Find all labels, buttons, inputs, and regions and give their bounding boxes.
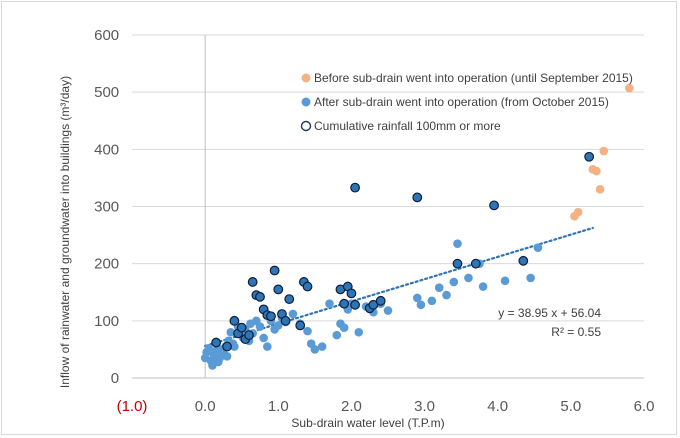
series-1-point-6: [599, 146, 609, 156]
series-3-point-35: [518, 255, 529, 266]
series-2-point-13: [222, 351, 232, 361]
trendline-r-squared: R² = 0.55: [551, 325, 601, 339]
series-3-point-26: [350, 299, 360, 310]
series-2-point-15: [226, 327, 236, 337]
series-2-point-55: [442, 290, 451, 300]
series-3-point-8: [247, 277, 258, 287]
legend: Before sub-drain went into operation (un…: [300, 71, 633, 133]
series-1-point-4: [592, 166, 601, 176]
y-axis-title: Inflow of rainwater and groundwater into…: [58, 76, 72, 388]
series-2-point-27: [259, 333, 268, 343]
trendline-equation: y = 38.95 x + 56.04: [498, 306, 601, 320]
series-1-point-5: [595, 185, 605, 194]
series-2-point-46: [354, 327, 364, 337]
series-2-point-34: [288, 309, 298, 319]
y-tick-label-500: 500: [94, 84, 119, 101]
series-2-point-53: [427, 296, 437, 306]
series-1-point-2: [573, 207, 583, 217]
series-2-point-26: [255, 322, 265, 331]
series-3-point-2: [222, 341, 232, 352]
series-3: [211, 151, 595, 352]
y-tick-label-400: 400: [94, 141, 119, 158]
series-2-point-52: [416, 300, 426, 310]
series-2-point-56: [449, 277, 459, 287]
series-3-point-3: [229, 315, 240, 326]
data-points: [200, 83, 634, 370]
series-3-point-31: [412, 192, 423, 203]
x-axis-title: Sub-drain water level (T.P.m): [291, 416, 444, 430]
series-2-point-63: [533, 243, 543, 252]
series-3-point-17: [280, 315, 291, 326]
legend-marker-after: [301, 97, 311, 107]
series-3-point-7: [244, 330, 254, 341]
series-2-point-54: [434, 283, 444, 292]
legend-marker-before: [301, 73, 311, 83]
x-tick-labels: (1.0) 0.0 1.0 2.0 3.0 4.0 5.0 6.0: [117, 398, 655, 415]
series-2-point-41: [332, 330, 342, 340]
x-tick-label-4: 4.0: [487, 398, 508, 415]
series-2-point-17: [230, 342, 239, 351]
x-tick-label-3: 3.0: [414, 398, 435, 415]
series-3-point-19: [295, 320, 306, 331]
x-tick-label-0: 0.0: [195, 398, 216, 415]
y-tick-label-200: 200: [94, 256, 119, 273]
trendline: [204, 226, 594, 348]
series-2-point-62: [526, 273, 535, 283]
y-tick-label-600: 600: [94, 27, 119, 44]
series-3-point-34: [489, 200, 499, 211]
series-2-point-36: [303, 326, 312, 336]
series-2-point-61: [500, 276, 510, 286]
series-3-point-33: [470, 258, 481, 269]
series-2-point-3: [204, 343, 214, 353]
series-2-point-57: [453, 239, 462, 248]
series-3-point-32: [452, 258, 463, 269]
series-3-point-13: [266, 311, 276, 322]
series-2-point-43: [339, 323, 349, 332]
legend-marker-rainfall: [300, 120, 312, 132]
y-tick-label-0: 0: [111, 370, 119, 387]
legend-label-after: After sub-drain went into operation (fro…: [314, 95, 609, 109]
series-2-point-28: [263, 342, 272, 351]
series-2-point-39: [317, 342, 327, 351]
series-3-point-25: [346, 288, 357, 299]
series-1-point-7: [625, 83, 634, 93]
series-3-point-36: [584, 151, 595, 162]
series-3-point-14: [269, 265, 280, 276]
series-1: [570, 83, 634, 221]
x-tick-label-5: 5.0: [560, 398, 581, 415]
x-tick-label-2: 2.0: [341, 398, 362, 415]
series-2-point-60: [478, 282, 488, 291]
legend-label-rainfall: Cumulative rainfall 100mm or more: [314, 119, 501, 133]
x-tick-label-6: 6.0: [634, 398, 655, 415]
series-2-point-40: [325, 299, 334, 308]
series-2-point-50: [383, 306, 393, 315]
series-3-point-29: [368, 299, 379, 310]
axes: [132, 35, 644, 379]
legend-label-before: Before sub-drain went into operation (un…: [314, 71, 633, 85]
series-3-point-18: [284, 294, 295, 305]
x-tick-label-neg1: (1.0): [117, 398, 148, 415]
series-3-point-27: [350, 182, 360, 193]
x-tick-label-1: 1.0: [268, 398, 289, 415]
series-2-point-38: [310, 345, 320, 354]
series-3-point-23: [339, 298, 350, 309]
series-2-point-51: [412, 293, 422, 303]
series-2-point-58: [464, 273, 473, 283]
gridlines: [132, 34, 644, 322]
series-3-point-1: [211, 337, 222, 348]
series-3-point-10: [255, 291, 265, 302]
series-3-point-15: [273, 284, 284, 295]
series-2-point-31: [273, 321, 283, 330]
y-tick-labels: 0 100 200 300 400 500 600: [94, 27, 119, 387]
series-3-point-5: [236, 322, 247, 333]
series-3-point-21: [302, 281, 313, 292]
series-3-point-30: [375, 295, 386, 306]
y-tick-label-300: 300: [94, 199, 119, 216]
y-tick-label-100: 100: [94, 313, 119, 330]
trendline-layer: [204, 226, 594, 348]
